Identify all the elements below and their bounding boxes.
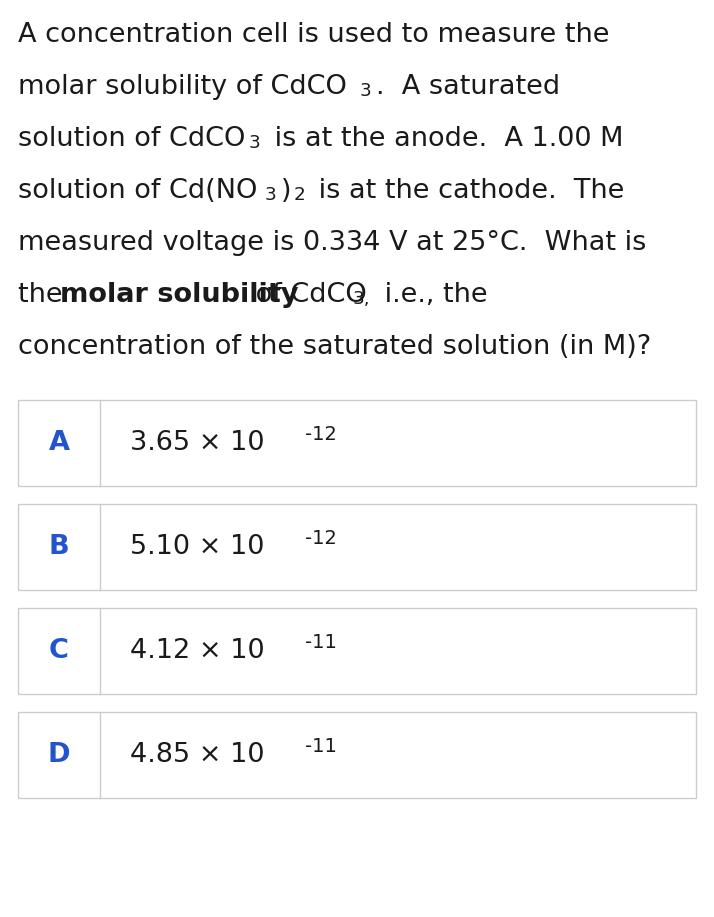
Text: is at the anode.  A 1.00 M: is at the anode. A 1.00 M bbox=[266, 126, 623, 152]
Text: -11: -11 bbox=[305, 736, 337, 756]
Text: molar solubility: molar solubility bbox=[60, 282, 298, 308]
Text: ): ) bbox=[281, 178, 291, 204]
Bar bbox=[18, 608, 696, 694]
Text: 4.12 × 10: 4.12 × 10 bbox=[130, 638, 265, 664]
Text: 5.10 × 10: 5.10 × 10 bbox=[130, 534, 264, 560]
Text: -12: -12 bbox=[305, 425, 337, 444]
Text: 4.85 × 10: 4.85 × 10 bbox=[130, 742, 264, 768]
Text: -12: -12 bbox=[305, 528, 337, 547]
Text: measured voltage is 0.334 V at 25°C.  What is: measured voltage is 0.334 V at 25°C. Wha… bbox=[18, 230, 646, 256]
Text: i.e., the: i.e., the bbox=[376, 282, 488, 308]
Text: .  A saturated: . A saturated bbox=[376, 74, 560, 100]
Text: 3: 3 bbox=[360, 82, 372, 100]
Text: C: C bbox=[49, 638, 69, 664]
Text: -11: -11 bbox=[305, 633, 337, 651]
Text: of CdCO: of CdCO bbox=[247, 282, 367, 308]
Text: A concentration cell is used to measure the: A concentration cell is used to measure … bbox=[18, 22, 610, 48]
Text: D: D bbox=[48, 742, 70, 768]
Text: A: A bbox=[49, 430, 69, 456]
Text: B: B bbox=[49, 534, 69, 560]
Bar bbox=[18, 400, 696, 486]
Text: 3.65 × 10: 3.65 × 10 bbox=[130, 430, 264, 456]
Text: 2: 2 bbox=[294, 186, 306, 204]
Text: molar solubility of CdCO: molar solubility of CdCO bbox=[18, 74, 347, 100]
Bar bbox=[18, 712, 696, 798]
Bar bbox=[18, 504, 696, 590]
Text: 3: 3 bbox=[265, 186, 277, 204]
Text: 3,: 3, bbox=[353, 290, 371, 308]
Text: solution of Cd(NO: solution of Cd(NO bbox=[18, 178, 257, 204]
Text: concentration of the saturated solution (in M)?: concentration of the saturated solution … bbox=[18, 334, 651, 360]
Text: solution of CdCO: solution of CdCO bbox=[18, 126, 246, 152]
Text: is at the cathode.  The: is at the cathode. The bbox=[310, 178, 624, 204]
Text: 3: 3 bbox=[249, 134, 261, 152]
Text: the: the bbox=[18, 282, 71, 308]
